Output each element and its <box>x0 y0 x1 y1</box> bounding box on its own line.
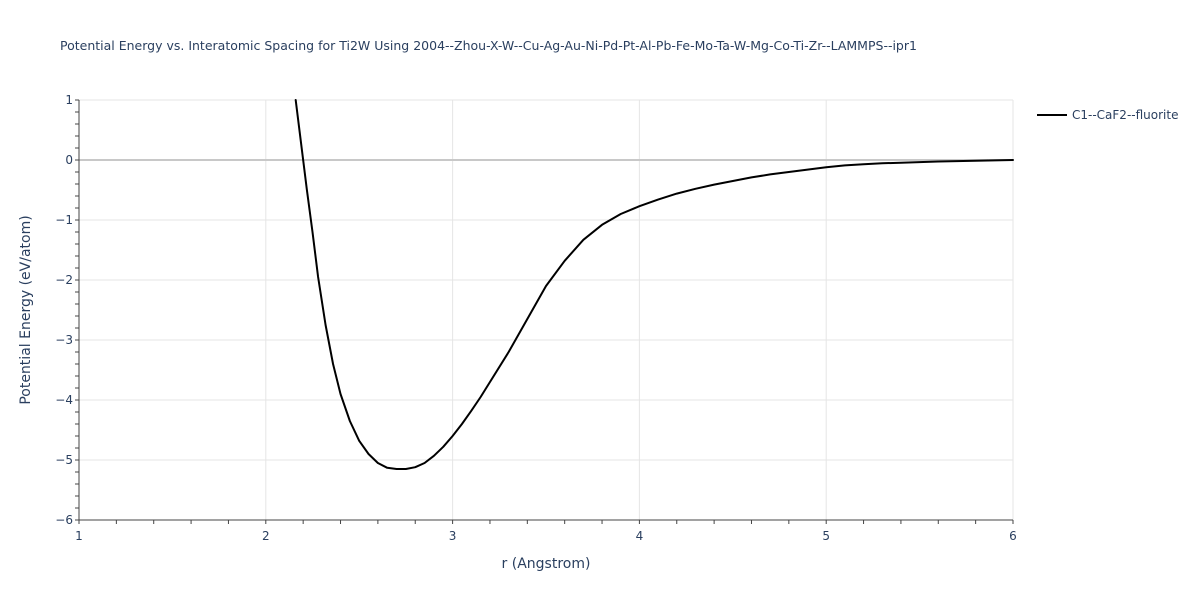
y-tick-label: −3 <box>55 333 73 347</box>
x-tick-label: 1 <box>75 529 83 543</box>
x-axis-title: r (Angstrom) <box>502 556 591 572</box>
x-tick-label: 4 <box>636 529 644 543</box>
y-tick-label: −4 <box>55 393 73 407</box>
legend[interactable]: C1--CaF2--fluorite <box>1037 108 1178 122</box>
x-tick-label: 5 <box>822 529 830 543</box>
chart-title: Potential Energy vs. Interatomic Spacing… <box>60 38 917 53</box>
y-tick-label: −5 <box>55 453 73 467</box>
series-layer <box>294 99 1014 470</box>
x-tick-label: 2 <box>262 529 270 543</box>
y-tick-label: −6 <box>55 513 73 527</box>
grid-layer <box>79 99 1014 520</box>
y-tick-label: −2 <box>55 273 73 287</box>
y-tick-label: −1 <box>55 213 73 227</box>
x-tick-label: 3 <box>449 529 457 543</box>
axis-layer: 1 2 3 4 5 6 1 0 −1 −2 −3 −4 −5 −6 <box>55 93 1017 543</box>
y-tick-label: 1 <box>65 93 73 107</box>
legend-label: C1--CaF2--fluorite <box>1072 108 1178 122</box>
y-axis-title: Potential Energy (eV/atom) <box>18 215 34 404</box>
y-tick-label: 0 <box>65 153 73 167</box>
x-tick-label: 6 <box>1009 529 1017 543</box>
series-line-0 <box>294 99 1014 470</box>
